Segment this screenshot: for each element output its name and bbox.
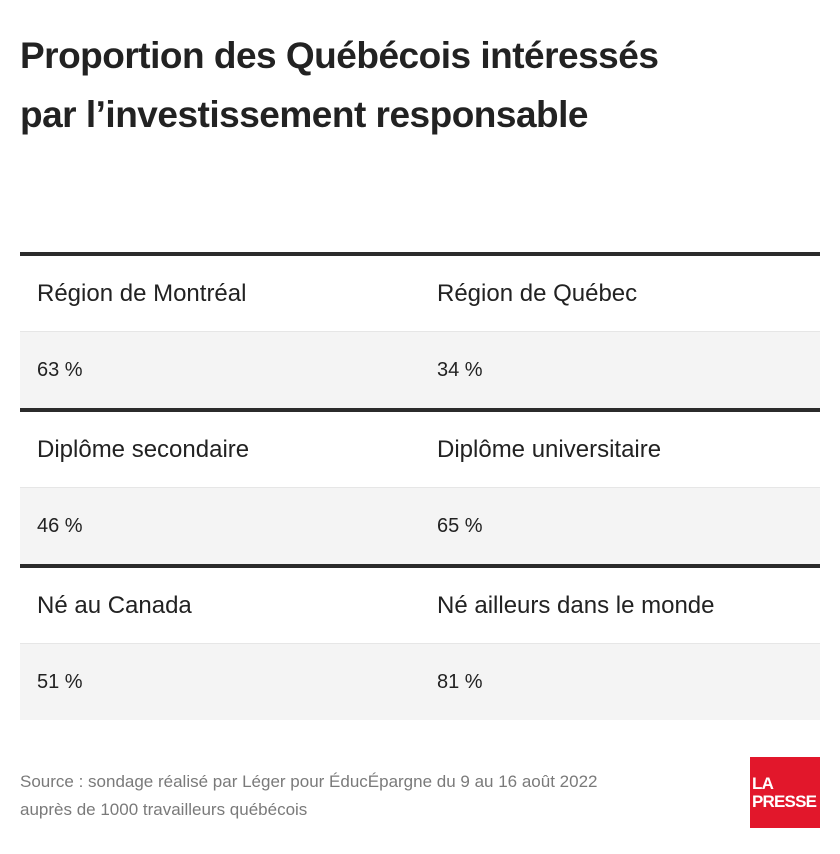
value-cell-born-elsewhere: 81 %	[437, 670, 483, 693]
page-title: Proportion des Québécois intéressés par …	[20, 26, 800, 144]
title-line-1: Proportion des Québécois intéressés	[20, 35, 659, 76]
table-value-row: 63 % 34 %	[20, 332, 820, 408]
value-cell-quebec: 34 %	[437, 358, 483, 381]
value-cell-secondary: 46 %	[37, 514, 83, 537]
source-note: Source : sondage réalisé par Léger pour …	[20, 768, 720, 824]
table-header-row: Région de Montréal Région de Québec	[20, 256, 820, 332]
value-cell-born-canada: 51 %	[37, 670, 83, 693]
header-cell-quebec: Région de Québec	[437, 279, 638, 307]
table-group-region: Région de Montréal Région de Québec 63 %…	[20, 252, 820, 408]
value-cell-university: 65 %	[437, 514, 483, 537]
table-group-diploma: Diplôme secondaire Diplôme universitaire…	[20, 408, 820, 564]
value-cell-montreal: 63 %	[37, 358, 83, 381]
table-value-row: 46 % 65 %	[20, 488, 820, 564]
header-cell-born-canada: Né au Canada	[37, 591, 192, 619]
logo-line-2: PRESSE	[752, 792, 817, 811]
header-cell-born-elsewhere: Né ailleurs dans le monde	[437, 591, 715, 619]
source-line-2: auprès de 1000 travailleurs québécois	[20, 800, 308, 819]
header-cell-secondary: Diplôme secondaire	[37, 435, 250, 463]
header-cell-montreal: Région de Montréal	[37, 279, 247, 307]
la-presse-logo: LA PRESSE	[750, 757, 820, 828]
table-value-row: 51 % 81 %	[20, 644, 820, 720]
source-line-1: Source : sondage réalisé par Léger pour …	[20, 772, 598, 791]
table-group-birthplace: Né au Canada Né ailleurs dans le monde 5…	[20, 564, 820, 720]
table-header-row: Diplôme secondaire Diplôme universitaire	[20, 412, 820, 488]
comparison-table: Région de Montréal Région de Québec 63 %…	[20, 252, 820, 720]
table-header-row: Né au Canada Né ailleurs dans le monde	[20, 568, 820, 644]
title-line-2: par l’investissement responsable	[20, 94, 589, 135]
logo-line-1: LA	[752, 774, 774, 793]
header-cell-university: Diplôme universitaire	[437, 435, 662, 463]
